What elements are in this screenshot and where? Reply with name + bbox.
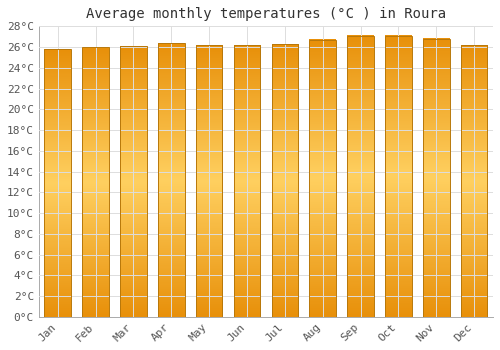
Bar bbox=[82, 47, 109, 317]
Title: Average monthly temperatures (°C ) in Roura: Average monthly temperatures (°C ) in Ro… bbox=[86, 7, 446, 21]
Bar bbox=[310, 40, 336, 317]
Bar bbox=[272, 44, 298, 317]
Bar bbox=[196, 45, 222, 317]
Bar bbox=[158, 43, 184, 317]
Bar bbox=[348, 36, 374, 317]
Bar bbox=[423, 39, 450, 317]
Bar bbox=[461, 45, 487, 317]
Bar bbox=[234, 45, 260, 317]
Bar bbox=[385, 36, 411, 317]
Bar bbox=[120, 46, 146, 317]
Bar bbox=[44, 49, 71, 317]
